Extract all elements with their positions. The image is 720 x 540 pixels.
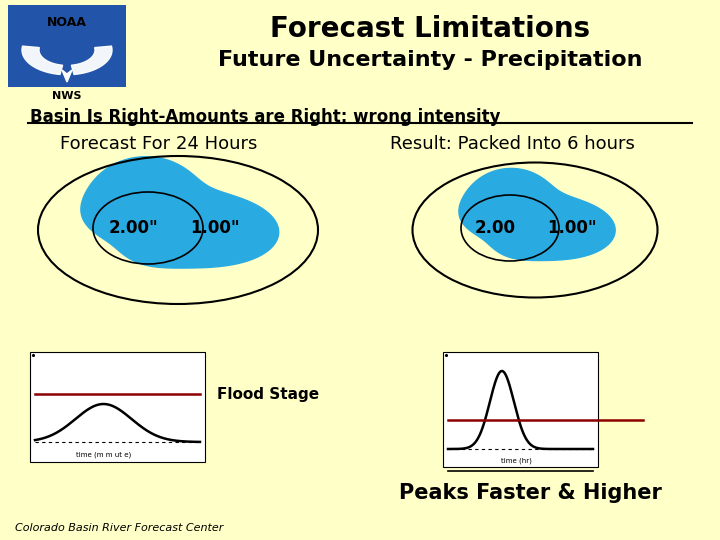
Polygon shape bbox=[459, 168, 615, 260]
FancyBboxPatch shape bbox=[8, 5, 126, 87]
Text: time (m m ut e): time (m m ut e) bbox=[76, 451, 131, 458]
FancyBboxPatch shape bbox=[30, 352, 205, 462]
Text: 1.00": 1.00" bbox=[190, 219, 240, 237]
FancyBboxPatch shape bbox=[443, 352, 598, 467]
Text: time (hr): time (hr) bbox=[501, 457, 532, 464]
Text: Colorado Basin River Forecast Center: Colorado Basin River Forecast Center bbox=[15, 523, 223, 533]
Text: 2.00: 2.00 bbox=[474, 219, 516, 237]
Text: NOAA: NOAA bbox=[47, 16, 87, 29]
Polygon shape bbox=[62, 70, 72, 82]
Polygon shape bbox=[22, 46, 63, 75]
Text: NWS: NWS bbox=[53, 91, 82, 101]
Text: Flood Stage: Flood Stage bbox=[217, 387, 319, 402]
Text: Peaks Faster & Higher: Peaks Faster & Higher bbox=[399, 483, 662, 503]
Text: Basin Is Right-Amounts are Right: wrong intensity: Basin Is Right-Amounts are Right: wrong … bbox=[30, 108, 500, 126]
Text: Future Uncertainty - Precipitation: Future Uncertainty - Precipitation bbox=[217, 50, 642, 70]
Polygon shape bbox=[81, 157, 279, 268]
Text: 1.00": 1.00" bbox=[547, 219, 597, 237]
Text: 2.00": 2.00" bbox=[108, 219, 158, 237]
Polygon shape bbox=[71, 46, 112, 75]
Text: Result: Packed Into 6 hours: Result: Packed Into 6 hours bbox=[390, 135, 635, 153]
Text: Forecast For 24 Hours: Forecast For 24 Hours bbox=[60, 135, 257, 153]
Text: Forecast Limitations: Forecast Limitations bbox=[270, 15, 590, 43]
